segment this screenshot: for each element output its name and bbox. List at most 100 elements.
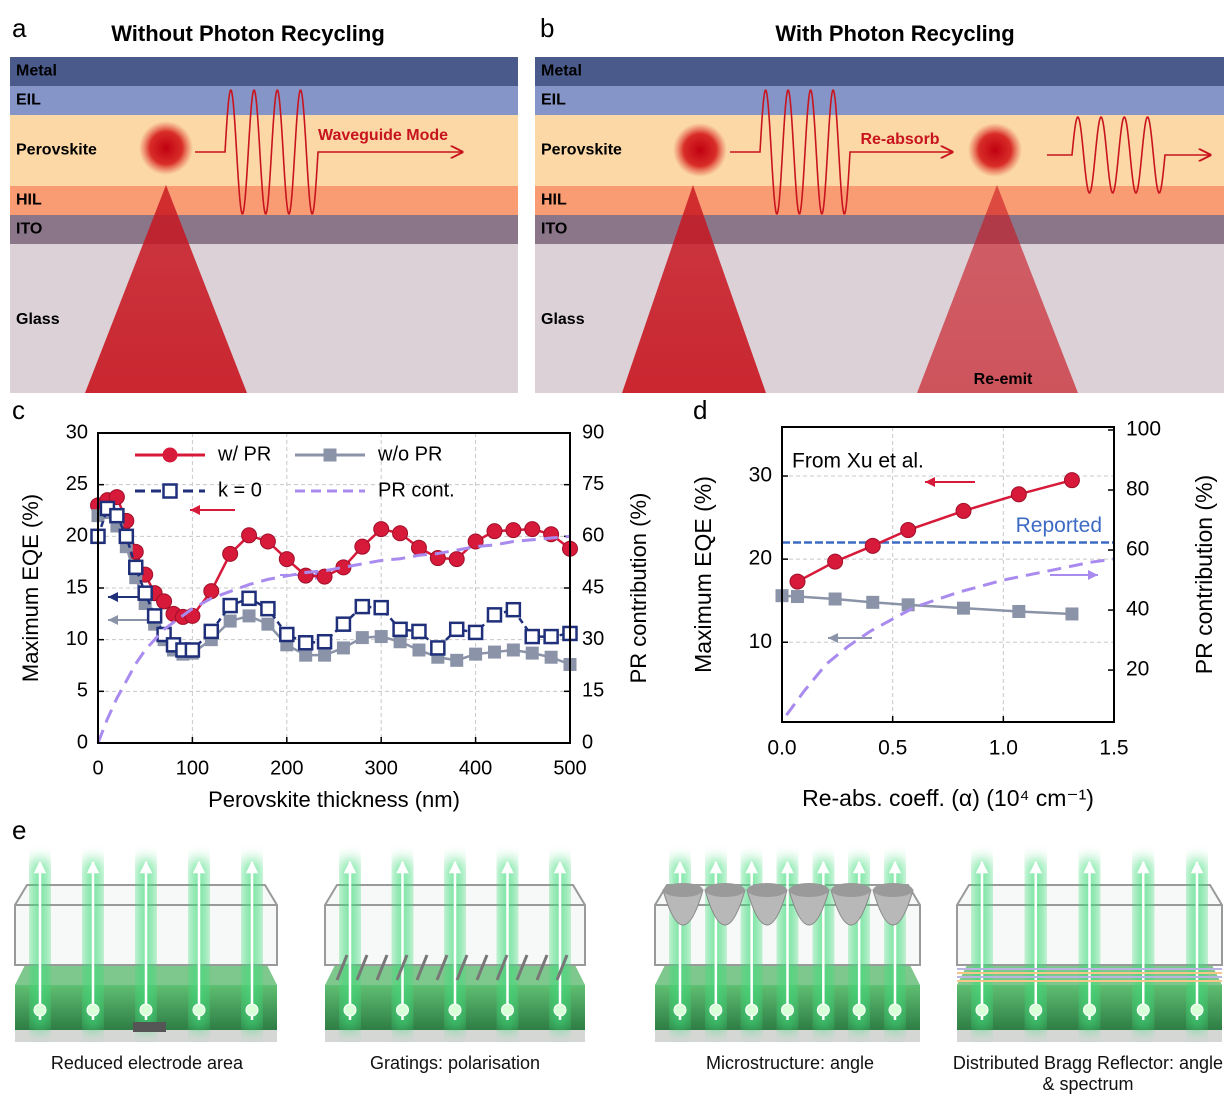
grating (435, 954, 449, 981)
layer (535, 186, 1224, 215)
annotation: Re-absorb (860, 131, 939, 148)
reference-label: Reported (1016, 514, 1102, 537)
point (128, 559, 144, 576)
substrate (957, 1030, 1222, 1042)
arrow-head (828, 633, 838, 643)
layer (535, 86, 1224, 115)
legend-marker (323, 448, 337, 462)
y2-tick-label: 100 (1126, 418, 1161, 441)
grating (515, 954, 529, 981)
y2-tick-label: 60 (1126, 538, 1149, 561)
series-line (781, 594, 1073, 616)
series-line (785, 557, 1115, 716)
emitter (673, 123, 727, 177)
microlens (872, 889, 914, 926)
emission (448, 1003, 462, 1017)
grating (535, 954, 549, 981)
point (355, 631, 369, 645)
emission (33, 1003, 47, 1017)
point (1010, 486, 1027, 503)
layer (10, 57, 518, 86)
emission (975, 1003, 989, 1017)
point (412, 643, 426, 657)
point (223, 614, 237, 628)
arrow-head (108, 592, 118, 602)
layer-label: HIL (16, 192, 42, 209)
point (374, 630, 388, 644)
microlens-top (873, 883, 913, 897)
microlens-top (789, 883, 829, 897)
y2-tick-label: 20 (1126, 658, 1149, 681)
point (299, 648, 313, 662)
point (222, 597, 238, 614)
layer-label: Perovskite (541, 142, 622, 159)
layer (535, 115, 1224, 186)
layer-label: Metal (16, 63, 57, 80)
point (828, 592, 842, 606)
emission (86, 1003, 100, 1017)
point (505, 601, 522, 618)
y2-tick-label: 90 (582, 421, 604, 443)
y-tick-label: 15 (66, 576, 88, 598)
grating (335, 954, 349, 981)
x-tick-label: 0.5 (878, 737, 907, 760)
caption: Distributed Bragg Reflector: angle & spe… (952, 1053, 1224, 1094)
y2-tick-label: 40 (1126, 598, 1149, 621)
emission (245, 1003, 259, 1017)
emission (553, 1003, 567, 1017)
y2-tick-label: 80 (1126, 478, 1149, 501)
wave (195, 89, 462, 215)
point (486, 607, 503, 623)
emission (396, 1003, 409, 1017)
point (1063, 472, 1080, 489)
point (373, 521, 390, 538)
grating (475, 954, 489, 981)
layer (10, 244, 518, 393)
emission (343, 1003, 357, 1017)
y2-tick-label: 30 (582, 628, 604, 650)
microlens (704, 889, 746, 926)
point (866, 595, 880, 609)
point (392, 525, 409, 542)
annotation: Waveguide Mode (318, 127, 448, 144)
layer-label: Glass (541, 311, 585, 328)
point (505, 522, 522, 539)
y2-tick-label: 45 (582, 576, 604, 598)
point (316, 568, 333, 585)
point (118, 528, 135, 545)
wave (1047, 116, 1210, 194)
substrate (325, 1030, 585, 1042)
light-cone (917, 185, 1078, 393)
point (203, 623, 220, 640)
layer-label: ITO (16, 221, 42, 238)
grating (375, 954, 389, 981)
point (156, 593, 173, 610)
y2-tick-label: 60 (582, 525, 604, 547)
emission (1136, 1003, 1150, 1017)
emitter (139, 121, 193, 175)
emission (673, 1003, 687, 1017)
point (261, 617, 275, 631)
x-tick-label: 0 (92, 757, 103, 779)
point (184, 642, 201, 658)
microlens (830, 889, 872, 926)
point (278, 551, 295, 568)
layer-label: EIL (541, 92, 566, 109)
point (864, 537, 881, 554)
y2-axis-title: PR contribution (%) (1191, 475, 1217, 674)
annotation: From Xu et al. (792, 450, 924, 473)
diagram-title: Without Photon Recycling (111, 21, 385, 46)
y-tick-label: 30 (66, 421, 88, 443)
dbr-layer (957, 976, 1222, 978)
point (525, 646, 539, 660)
light-cone (622, 185, 766, 393)
point (450, 653, 464, 667)
point (222, 545, 239, 562)
point (242, 609, 256, 623)
y-tick-label: 20 (66, 525, 88, 547)
layer (10, 215, 518, 244)
point (469, 647, 483, 661)
dbr-layer (957, 980, 1222, 982)
point (241, 590, 257, 607)
x-tick-label: 200 (270, 757, 303, 779)
